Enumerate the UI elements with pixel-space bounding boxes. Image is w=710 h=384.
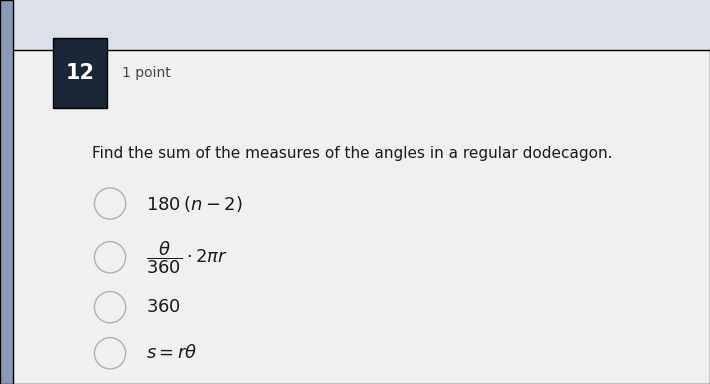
Ellipse shape <box>94 242 126 273</box>
FancyBboxPatch shape <box>53 38 106 108</box>
Text: $180\,(n-2)$: $180\,(n-2)$ <box>146 194 242 214</box>
Ellipse shape <box>94 338 126 369</box>
Text: 1 point: 1 point <box>122 66 171 80</box>
Ellipse shape <box>94 291 126 323</box>
Text: $\dfrac{\theta}{360}\cdot 2\pi r$: $\dfrac{\theta}{360}\cdot 2\pi r$ <box>146 239 227 276</box>
Text: 12: 12 <box>65 63 94 83</box>
FancyBboxPatch shape <box>0 0 13 384</box>
Text: ↖: ↖ <box>146 382 159 384</box>
Text: $360$: $360$ <box>146 298 180 316</box>
Text: $s = r\theta$: $s = r\theta$ <box>146 344 197 362</box>
Ellipse shape <box>94 188 126 219</box>
Text: Find the sum of the measures of the angles in a regular dodecagon.: Find the sum of the measures of the angl… <box>92 146 613 161</box>
FancyBboxPatch shape <box>0 50 710 384</box>
